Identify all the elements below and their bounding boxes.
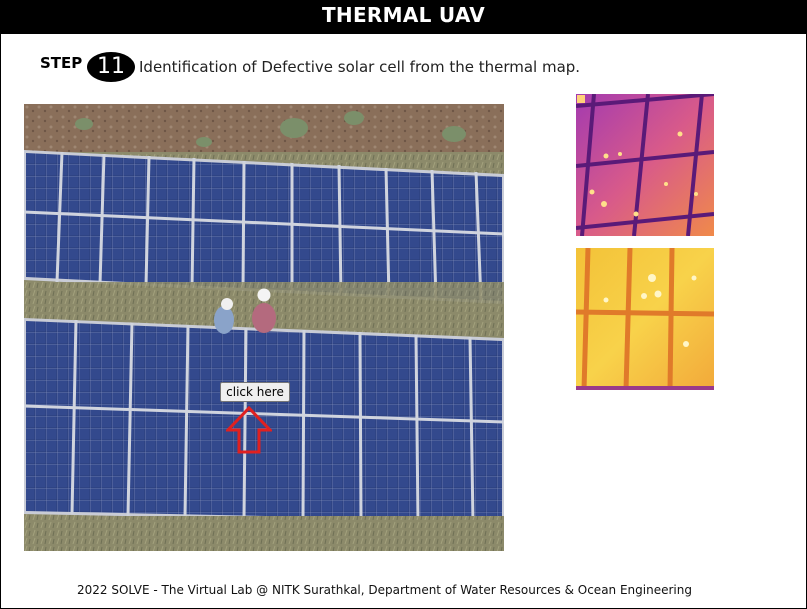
up-arrow-icon [226, 406, 272, 454]
step-label: STEP [40, 54, 83, 72]
page-title: THERMAL UAV [0, 0, 807, 34]
thermal-map-yellow [576, 248, 714, 390]
solar-field-photo [24, 104, 504, 551]
step-number-badge: 11 [87, 52, 135, 82]
footer-text: 2022 SOLVE - The Virtual Lab @ NITK Sura… [77, 583, 692, 597]
footer: 2022 SOLVE - The Virtual Lab @ NITK Sura… [0, 583, 807, 597]
thermal-map-purple [576, 94, 714, 236]
click-here-button[interactable]: click here [220, 382, 290, 402]
step-description: Identification of Defective solar cell f… [139, 58, 581, 76]
